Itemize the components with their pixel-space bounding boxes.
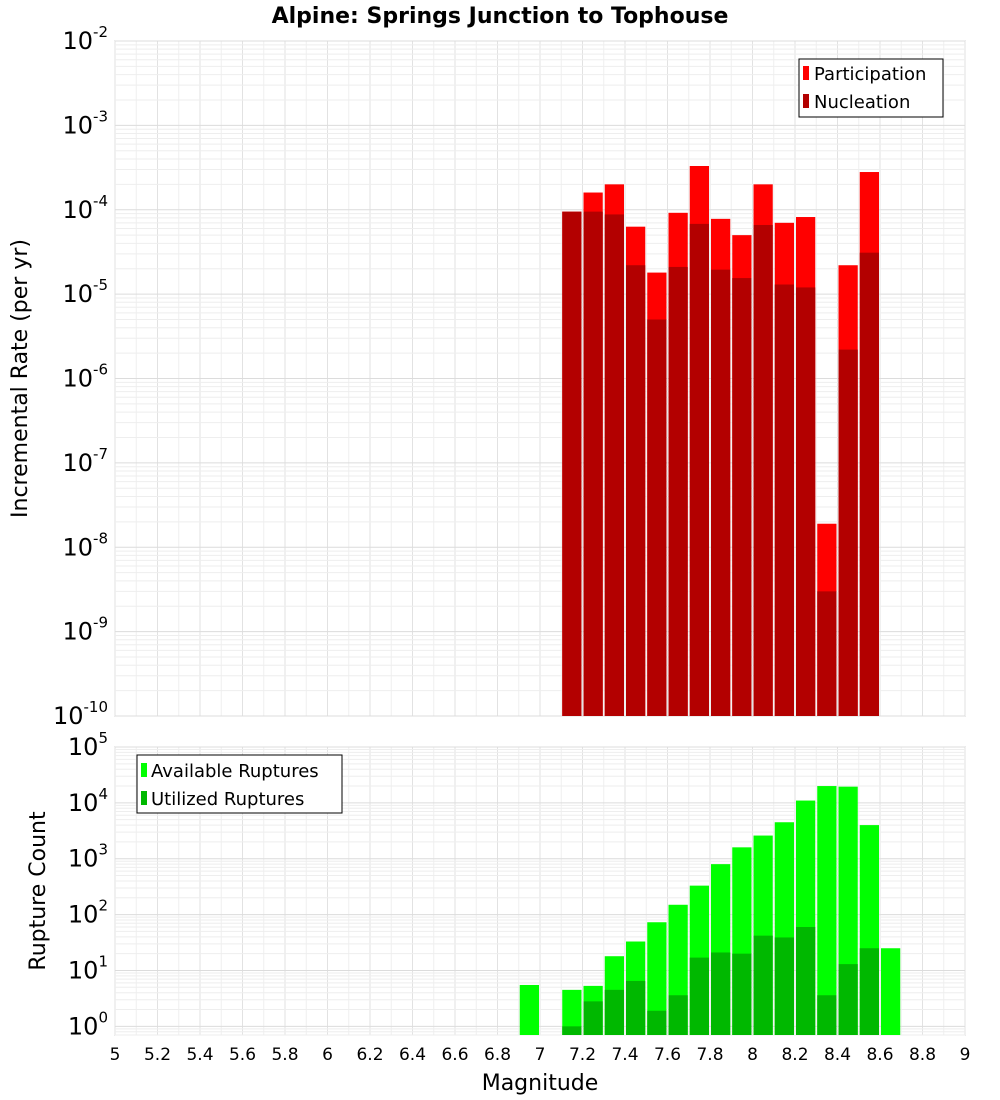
nucleation-bar xyxy=(732,278,752,716)
nucleation-bar xyxy=(604,214,624,717)
x-tick-label: 7.2 xyxy=(569,1045,596,1065)
nucleation-bar xyxy=(668,266,688,716)
rate-grid xyxy=(114,40,966,717)
rate-y-tick-label: 10-3 xyxy=(62,107,108,139)
available-ruptures-bar xyxy=(562,989,582,1035)
rate-legend-box xyxy=(798,58,944,118)
chart-title: Alpine: Springs Junction to Tophouse xyxy=(272,4,729,29)
count-bars xyxy=(519,786,901,1035)
utilized-ruptures-bar xyxy=(562,1026,582,1035)
utilized-ruptures-bar xyxy=(583,1001,603,1035)
utilized-legend-label: Utilized Ruptures xyxy=(151,789,304,810)
utilized-ruptures-bar xyxy=(753,935,773,1035)
utilized-ruptures-bar xyxy=(859,948,879,1035)
utilized-ruptures-bar xyxy=(689,957,709,1035)
x-tick-label: 5.8 xyxy=(271,1045,298,1065)
x-tick-label: 6 xyxy=(322,1045,333,1065)
available-ruptures-bar xyxy=(817,786,837,1035)
rate-y-tick-label: 10-10 xyxy=(53,698,108,730)
x-tick-label: 7.4 xyxy=(611,1045,638,1065)
utilized-legend-swatch xyxy=(141,791,147,805)
count-y-axis-label: Rupture Count xyxy=(26,811,51,971)
count-y-ticks: 100 101 102 103 104 105 xyxy=(68,729,108,1040)
rate-y-tick-label: 10-6 xyxy=(62,361,108,393)
available-legend-label: Available Ruptures xyxy=(151,761,319,782)
utilized-ruptures-bar xyxy=(838,964,858,1035)
x-tick-label: 5.6 xyxy=(229,1045,256,1065)
utilized-ruptures-bar xyxy=(796,927,816,1035)
nucleation-bar xyxy=(796,287,816,716)
nucleation-legend-label: Nucleation xyxy=(814,92,910,113)
utilized-ruptures-bar xyxy=(732,953,752,1035)
nucleation-bar xyxy=(562,211,582,716)
utilized-ruptures-bar xyxy=(626,980,646,1035)
rate-y-tick-label: 10-8 xyxy=(62,529,108,561)
nucleation-bar xyxy=(774,284,794,716)
x-axis-label: Magnitude xyxy=(482,1071,599,1096)
count-y-tick-label: 105 xyxy=(68,729,108,761)
x-tick-label: 6.8 xyxy=(484,1045,511,1065)
nucleation-bar xyxy=(711,269,731,716)
utilized-ruptures-bar xyxy=(817,995,837,1035)
x-tick-label: 7.6 xyxy=(654,1045,681,1065)
count-y-tick-label: 103 xyxy=(68,841,108,873)
utilized-ruptures-bar xyxy=(604,989,624,1035)
x-tick-label: 5 xyxy=(110,1045,121,1065)
utilized-ruptures-bar xyxy=(774,937,794,1035)
rate-y-axis-label: Incremental Rate (per yr) xyxy=(8,239,33,518)
count-y-tick-label: 102 xyxy=(68,897,108,929)
x-ticks: 5 5.2 5.4 5.6 5.8 6 6.2 6.4 6.6 6.8 7 7.2 7.4 7.6 7.8 8… xyxy=(110,1045,971,1065)
rate-y-tick-label: 10-5 xyxy=(62,276,108,308)
rate-y-tick-label: 10-7 xyxy=(62,445,108,477)
count-y-tick-label: 104 xyxy=(68,785,108,817)
x-tick-label: 7.8 xyxy=(696,1045,723,1065)
rate-panel: 10-10 10-9 10-8 10-7 10-6 10-5 10-4 10-3 10-2 In… xyxy=(8,23,966,730)
nucleation-bar xyxy=(838,349,858,716)
x-tick-label: 8.2 xyxy=(781,1045,808,1065)
utilized-ruptures-bar xyxy=(668,995,688,1035)
count-panel: 100 101 102 103 104 105 5 5.2 5.4 5.6 5.8 6 6.2 6.4 6… xyxy=(26,729,970,1096)
x-tick-label: 6.4 xyxy=(399,1045,426,1065)
rate-legend: Participation Nucleation xyxy=(798,58,944,118)
count-y-tick-label: 100 xyxy=(68,1008,108,1040)
available-ruptures-bar xyxy=(519,984,539,1035)
nucleation-bar xyxy=(817,591,837,716)
x-tick-label: 6.6 xyxy=(441,1045,468,1065)
x-tick-label: 8.6 xyxy=(866,1045,893,1065)
nucleation-bar xyxy=(859,252,879,716)
x-tick-label: 8.8 xyxy=(909,1045,936,1065)
utilized-ruptures-bar xyxy=(647,1010,667,1035)
x-tick-label: 9 xyxy=(960,1045,971,1065)
rate-y-tick-label: 10-9 xyxy=(62,614,108,646)
nucleation-bar xyxy=(647,319,667,716)
available-ruptures-bar xyxy=(647,922,667,1035)
nucleation-bar xyxy=(626,265,646,716)
x-tick-label: 6.2 xyxy=(356,1045,383,1065)
available-ruptures-bar xyxy=(881,948,901,1035)
count-legend-box xyxy=(136,754,343,814)
nucleation-bar xyxy=(689,223,709,716)
nucleation-bar xyxy=(753,224,773,716)
available-legend-swatch xyxy=(141,763,147,777)
x-tick-label: 8 xyxy=(747,1045,758,1065)
nucleation-legend-swatch xyxy=(803,94,809,108)
x-tick-label: 7 xyxy=(535,1045,546,1065)
count-y-tick-label: 101 xyxy=(68,952,108,984)
nucleation-bar xyxy=(583,211,603,716)
participation-legend-swatch xyxy=(803,66,809,80)
x-tick-label: 5.2 xyxy=(144,1045,171,1065)
rate-y-ticks: 10-10 10-9 10-8 10-7 10-6 10-5 10-4 10-3 10-2 xyxy=(53,23,108,730)
x-tick-label: 5.4 xyxy=(186,1045,213,1065)
utilized-ruptures-bar xyxy=(711,952,731,1035)
rate-y-tick-label: 10-2 xyxy=(62,23,108,55)
rate-bars xyxy=(562,166,879,717)
x-tick-label: 8.4 xyxy=(824,1045,851,1065)
participation-legend-label: Participation xyxy=(814,64,926,85)
rate-y-tick-label: 10-4 xyxy=(62,192,108,224)
count-legend: Available Ruptures Utilized Ruptures xyxy=(136,754,343,814)
